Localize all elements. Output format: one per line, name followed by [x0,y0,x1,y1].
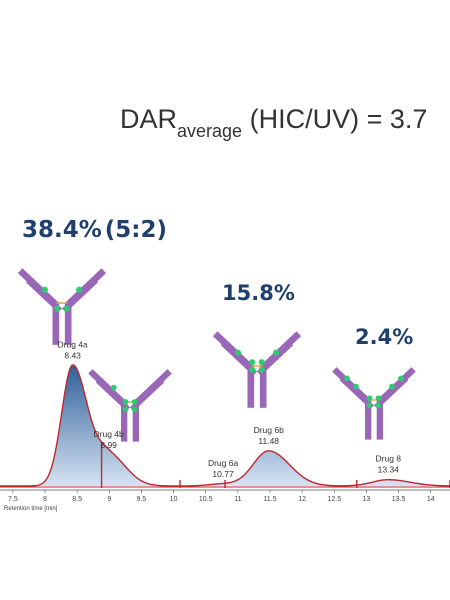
antibody-icon [88,369,172,442]
x-tick-label: 9.5 [137,496,147,503]
x-tick-label: 7.5 [8,496,18,503]
dar-title-rest: (HIC/UV) = 3.7 [242,104,427,134]
x-tick-label: 8 [43,496,47,503]
peak-label-label: Drug 4a [58,340,89,350]
x-tick-label: 10 [170,496,178,503]
percent-label-drug6: 15.8% [222,281,295,305]
x-axis-label: Retention time [min] [4,506,58,512]
peak-label-rt: 13.34 [378,465,400,475]
dar-title-main: DAR [120,104,177,134]
percent-label-drug8: 2.4% [355,325,413,349]
peak-label-label: Drug 8 [376,454,402,464]
x-tick-label: 11 [234,496,241,503]
peak-label-rt: 8.99 [100,440,117,450]
dar-title: DARaverage (HIC/UV) = 3.7 [120,104,427,141]
peak-label-label: Drug 6b [254,425,285,435]
antibody-icon [17,268,107,345]
x-tick-label: 11.5 [263,496,276,503]
antibody-icon [332,367,416,440]
antibody-icon [212,331,302,408]
dar-title-subscript: average [177,121,242,141]
peak-label-label: Drug 4b [94,429,125,439]
x-tick-label: 13 [363,496,371,503]
x-tick-label: 12.5 [327,496,341,503]
percent-ratio-drug4: (5:2) [105,217,167,243]
x-tick-label: 8.5 [72,496,82,503]
chromatogram-area [0,364,450,486]
x-tick-label: 9 [107,496,111,503]
peak-label-rt: 10.77 [212,469,234,479]
x-tick-label: 14 [427,496,435,503]
x-tick-label: 12 [298,496,306,503]
x-tick-label: 13.5 [392,496,406,503]
peak-label-rt: 8.43 [64,351,81,361]
percent-label-drug4: 38.4% (5:2) [22,217,167,243]
chromatogram: 7.5 8 8.5 9 9.5 10 10.5 11 11.5 12 12.5 13 13.5 14 Dr… [0,340,450,512]
percent-value-drug4: 38.4% [22,217,102,243]
peak-label-label: Drug 6a [208,458,239,468]
antibody-icons [17,268,416,442]
x-tick-label: 10.5 [199,496,213,503]
integration-markers [0,441,450,488]
peak-label-rt: 11.48 [258,436,279,446]
x-ticks: 7.5 8 8.5 9 9.5 10 10.5 11 11.5 12 12.5 13 13.5 14 [8,490,435,503]
